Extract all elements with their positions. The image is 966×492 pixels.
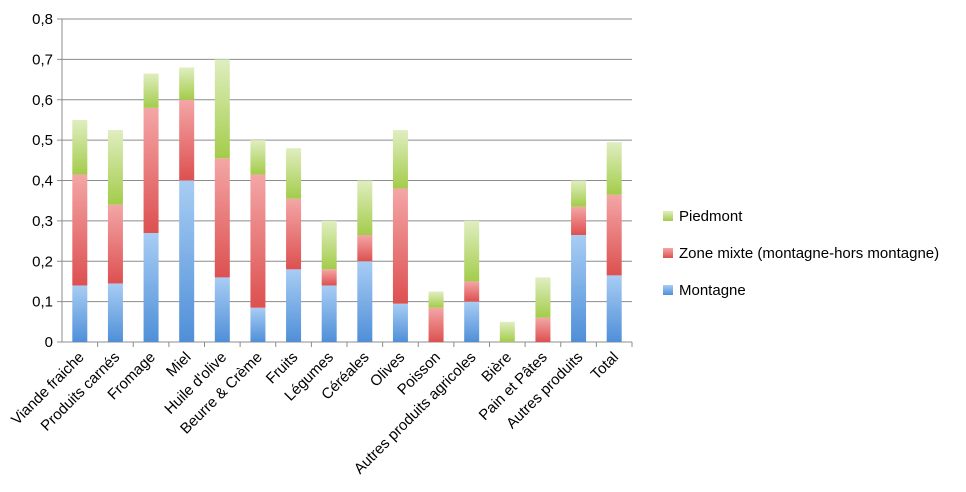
y-axis-tick-labels: 0 0,1 0,2 0,3 0,4 0,5 0,6 0,7 0,8 — [32, 11, 53, 351]
bar-segment-montagne-5 — [250, 307, 266, 342]
bar-segment-montagne-6 — [286, 269, 302, 342]
legend-label-montagne: Montagne — [679, 282, 746, 299]
bar-segment-montagne-4 — [214, 277, 230, 342]
bar-segment-zone-11 — [464, 281, 480, 302]
bar-segment-piedmont-3 — [179, 67, 195, 100]
bar-segment-zone-4 — [214, 158, 230, 278]
bar-segment-zone-14 — [571, 206, 587, 236]
bar-segment-zone-1 — [107, 204, 123, 284]
bar-segment-piedmont-13 — [535, 277, 551, 318]
bar-segment-piedmont-1 — [107, 130, 123, 205]
bar-segment-montagne-11 — [464, 301, 480, 342]
legend-label-piedmont: Piedmont — [679, 208, 743, 225]
bar-segment-piedmont-6 — [286, 148, 302, 199]
y-tick-label: 0 — [45, 334, 53, 351]
legend-label-zone: Zone mixte (montagne-hors montagne) — [679, 245, 939, 262]
bar-segment-piedmont-10 — [428, 291, 444, 308]
bar-segment-zone-6 — [286, 198, 302, 270]
legend-swatch-zone — [663, 248, 673, 258]
legend-swatch-piedmont — [663, 211, 673, 221]
bar-segment-montagne-3 — [179, 180, 195, 342]
bar-segment-piedmont-0 — [72, 119, 88, 175]
bar-segment-piedmont-12 — [499, 321, 515, 342]
bar-segment-zone-8 — [357, 235, 373, 262]
bar-segment-piedmont-5 — [250, 140, 266, 175]
x-category-label: Total — [588, 349, 622, 383]
bar-segment-piedmont-2 — [143, 73, 159, 108]
x-category-label: Miel — [163, 349, 194, 380]
bar-segment-piedmont-9 — [392, 130, 408, 189]
bar-segment-montagne-14 — [571, 235, 587, 342]
bar-segment-zone-10 — [428, 307, 444, 342]
legend-swatch-montagne — [663, 285, 673, 295]
y-tick-label: 0,7 — [32, 51, 53, 68]
bar-segment-montagne-0 — [72, 285, 88, 342]
bar-segment-montagne-2 — [143, 232, 159, 342]
bar-segment-zone-0 — [72, 174, 88, 286]
bar-segment-zone-5 — [250, 174, 266, 308]
bar-segment-piedmont-15 — [606, 142, 622, 195]
y-tick-label: 0,6 — [32, 92, 53, 109]
bar-segment-piedmont-11 — [464, 220, 480, 282]
bar-segment-piedmont-4 — [214, 59, 230, 159]
y-tick-label: 0,8 — [32, 11, 53, 28]
bar-segment-montagne-7 — [321, 285, 337, 342]
legend: Piedmont Zone mixte (montagne-hors montag… — [663, 208, 939, 299]
bar-segment-zone-13 — [535, 317, 551, 342]
bar-segment-zone-3 — [179, 99, 195, 181]
bar-segment-piedmont-8 — [357, 180, 373, 236]
bar-segment-montagne-1 — [107, 283, 123, 342]
bar-segment-zone-2 — [143, 107, 159, 233]
bar-segment-montagne-8 — [357, 261, 373, 342]
bar-segment-zone-9 — [392, 188, 408, 304]
bar-segment-piedmont-14 — [571, 180, 587, 207]
bar-segment-montagne-15 — [606, 275, 622, 342]
y-tick-label: 0,5 — [32, 132, 53, 149]
y-tick-label: 0,2 — [32, 253, 53, 270]
bar-segment-piedmont-7 — [321, 220, 337, 270]
bar-segment-zone-7 — [321, 269, 337, 286]
y-tick-label: 0,4 — [32, 173, 53, 190]
y-tick-label: 0,3 — [32, 213, 53, 230]
bar-segment-montagne-9 — [392, 303, 408, 342]
y-tick-label: 0,1 — [32, 294, 53, 311]
bar-segment-zone-15 — [606, 194, 622, 276]
bars — [72, 59, 622, 342]
